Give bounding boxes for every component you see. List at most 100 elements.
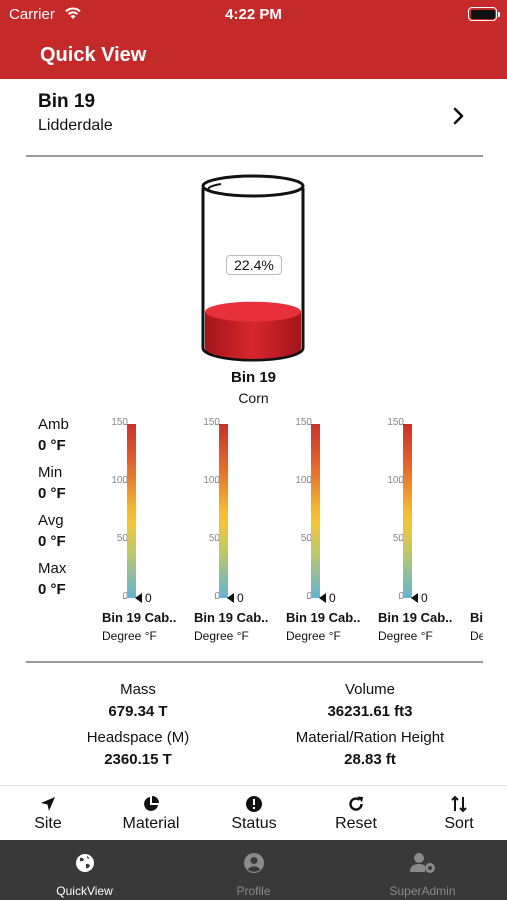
- tick-label: 100: [111, 475, 128, 486]
- chevron-right-icon[interactable]: [449, 104, 469, 128]
- tab-superadmin-label: SuperAdmin: [389, 884, 456, 898]
- tab-profile[interactable]: Profile: [169, 840, 338, 900]
- user-gear-icon: [409, 853, 435, 873]
- status-bar: Carrier 4:22 PM: [0, 0, 507, 30]
- action-toolbar: Site Material Status Reset Sort: [0, 785, 507, 840]
- sensor-current-value: 0: [145, 591, 152, 605]
- user-circle-icon: [243, 853, 264, 873]
- bin-material: Corn: [238, 390, 269, 406]
- tick-label: 0: [122, 591, 128, 602]
- tick-label: 50: [300, 533, 312, 544]
- headspace-label: Headspace (M): [86, 729, 190, 746]
- material-label: Material: [122, 815, 180, 832]
- sensor-card[interactable]: 150 100 50 0 0 Bin 19 Cab.. Degree °F: [372, 414, 464, 650]
- tick-label: 10: [466, 475, 483, 486]
- tab-profile-label: Profile: [236, 884, 271, 898]
- reset-label: Reset: [335, 815, 377, 832]
- sensor-card-partial[interactable]: 15 10 5 0 Bi De: [464, 414, 483, 650]
- mass-label: Mass: [120, 681, 156, 698]
- sensor-name: Bin 19 Cab..: [194, 610, 269, 625]
- tick-label: 50: [392, 533, 404, 544]
- tick-mark: [123, 424, 127, 425]
- sensor-card[interactable]: 150 100 50 0 0 Bin 19 Cab.. Degree °F: [280, 414, 372, 650]
- sensor-name: Bin 19 Cab..: [286, 610, 361, 625]
- sensor-card[interactable]: 150 100 50 0 0 Bin 19 Cab.. Degree °F: [188, 414, 280, 650]
- volume-value: 36231.61 ft3: [327, 703, 413, 720]
- battery-icon: [468, 7, 500, 21]
- tick-mark: [123, 598, 127, 599]
- temperature-gradient-bar: [403, 424, 412, 598]
- tick-label: 0: [214, 591, 220, 602]
- tick-mark: [123, 482, 127, 483]
- sensor-name: Bi: [470, 610, 483, 625]
- location-arrow-icon: [41, 797, 55, 811]
- sensor-name: Bin 19 Cab..: [378, 610, 453, 625]
- temperature-gradient-bar: [127, 424, 136, 598]
- bin-site: Lidderdale: [38, 117, 113, 134]
- tick-mark: [215, 540, 219, 541]
- page-title: Quick View: [40, 44, 147, 66]
- tick-label: 150: [295, 417, 312, 428]
- tick-label: 0: [398, 591, 404, 602]
- clock: 4:22 PM: [225, 6, 282, 23]
- sensor-strip[interactable]: 150 100 50 0 0 Bin 19 Cab.. Degree °F 15…: [96, 414, 483, 650]
- sensor-unit: Degree °F: [286, 629, 341, 643]
- tick-mark: [399, 482, 403, 483]
- tab-quickview[interactable]: QuickView: [0, 840, 169, 900]
- tick-mark: [399, 540, 403, 541]
- headspace-value: 2360.15 T: [104, 751, 172, 768]
- sensor-current-value: 0: [237, 591, 244, 605]
- divider: [26, 661, 483, 663]
- bin-fill-graphic: [201, 174, 305, 362]
- min-value: 0 °F: [38, 485, 66, 502]
- carrier-label: Carrier: [9, 6, 55, 23]
- pie-chart-icon: [144, 796, 159, 811]
- tick-mark: [215, 482, 219, 483]
- bin-fill-body: [205, 311, 301, 359]
- tick-mark: [215, 598, 219, 599]
- max-label: Max: [38, 560, 67, 577]
- globe-icon: [75, 854, 94, 872]
- sensor-name: Bin 19 Cab..: [102, 610, 177, 625]
- wifi-icon: [65, 7, 81, 19]
- bin-name: Bin 19: [38, 91, 96, 112]
- avg-label: Avg: [38, 512, 64, 529]
- sensor-card[interactable]: 150 100 50 0 0 Bin 19 Cab.. Degree °F: [96, 414, 188, 650]
- tick-label: 150: [387, 417, 404, 428]
- tick-label: 0: [306, 591, 312, 602]
- tick-mark: [307, 540, 311, 541]
- min-label: Min: [38, 464, 63, 481]
- pointer-icon: [135, 593, 142, 603]
- tab-quickview-label: QuickView: [56, 884, 113, 898]
- tick-mark: [307, 424, 311, 425]
- site-button[interactable]: Site: [8, 786, 88, 841]
- amb-value: 0 °F: [38, 437, 66, 454]
- amb-label: Amb: [38, 416, 69, 433]
- tick-label: 150: [203, 417, 220, 428]
- tick-label: 0: [466, 591, 483, 602]
- height-label: Material/Ration Height: [295, 729, 445, 746]
- tick-label: 5: [466, 533, 483, 544]
- volume-label: Volume: [344, 681, 396, 698]
- height-value: 28.83 ft: [344, 751, 396, 768]
- tab-bar: QuickView Profile SuperAdmin: [0, 840, 507, 900]
- tick-label: 15: [466, 417, 483, 428]
- pointer-icon: [319, 593, 326, 603]
- tick-label: 100: [295, 475, 312, 486]
- bin-fill-top: [205, 301, 301, 322]
- sort-button[interactable]: Sort: [420, 786, 498, 841]
- tick-mark: [307, 482, 311, 483]
- status-button[interactable]: Status: [212, 786, 296, 841]
- sensor-current-value: 0: [421, 591, 428, 605]
- info-circle-icon: [246, 796, 262, 812]
- reset-button[interactable]: Reset: [316, 786, 396, 841]
- bin-caption-name: Bin 19: [230, 369, 276, 386]
- material-button[interactable]: Material: [105, 786, 197, 841]
- status-label: Status: [231, 815, 277, 832]
- fill-percent-label: 22.4%: [226, 255, 282, 275]
- tick-label: 150: [111, 417, 128, 428]
- tick-mark: [215, 424, 219, 425]
- mass-value: 679.34 T: [108, 703, 168, 720]
- temperature-gradient-bar: [311, 424, 320, 598]
- tab-superadmin[interactable]: SuperAdmin: [338, 840, 507, 900]
